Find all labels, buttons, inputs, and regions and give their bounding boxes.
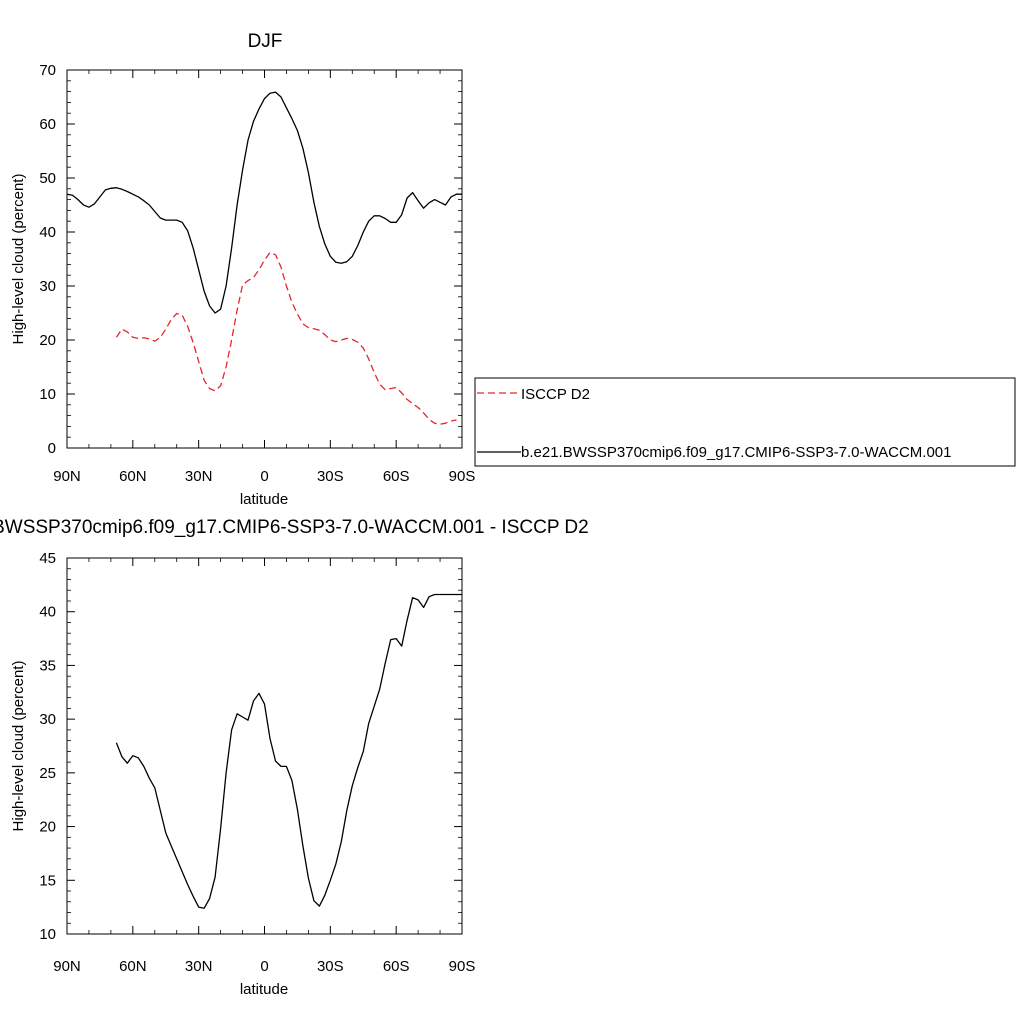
x-tick-labels: 90N 60N 30N 0 30S 60S 90S (53, 468, 475, 485)
y-tick-label: 50 (39, 170, 56, 187)
legend-label-model: b.e21.BWSSP370cmip6.f09_g17.CMIP6-SSP3-7… (521, 444, 951, 461)
x-tick-label: 90S (449, 468, 476, 485)
legend-box (474, 377, 1016, 467)
chart-title: DJF (248, 31, 283, 52)
y-axis-label: High-level cloud (percent) (10, 174, 27, 345)
x-tick-label: 60N (119, 958, 147, 975)
x-tick-label: 30S (317, 468, 344, 485)
y-tick-label: 20 (39, 332, 56, 349)
y-tick-label: 35 (39, 657, 56, 674)
y-tick-label: 40 (39, 224, 56, 241)
y-tick-label: 30 (39, 278, 56, 295)
y-tick-labels: 0 10 20 30 40 50 60 70 (39, 62, 56, 457)
y-tick-label: 45 (39, 550, 56, 567)
x-tick-label: 30N (185, 958, 213, 975)
y-tick-label: 10 (39, 386, 56, 403)
legend: ISCCP D2 b.e21.BWSSP370cmip6.f09_g17.CMI… (474, 377, 1016, 467)
x-tick-label: 60N (119, 468, 147, 485)
x-axis-label: latitude (240, 491, 288, 508)
tick-marks (66, 69, 463, 449)
y-axis-label: High-level cloud (percent) (10, 661, 27, 832)
y-tick-label: 70 (39, 62, 56, 79)
legend-label-isccp: ISCCP D2 (521, 386, 590, 403)
x-tick-labels: 90N 60N 30N 0 30S 60S 90S (53, 958, 475, 975)
x-tick-label: 90S (449, 958, 476, 975)
plot-frame (66, 557, 463, 935)
x-tick-label: 30N (185, 468, 213, 485)
y-tick-label: 20 (39, 819, 56, 836)
series-line-isccp (115, 251, 457, 425)
x-tick-label: 90N (53, 468, 81, 485)
tick-marks (66, 557, 463, 935)
chart-top: DJF 90N 60N 30N 0 30S 60S 90S 010203040506070 … (10, 31, 475, 508)
series-line-model (115, 593, 462, 909)
x-tick-label: 0 (260, 468, 268, 485)
x-tick-label: 0 (260, 958, 268, 975)
series-lines (115, 593, 462, 909)
x-tick-label: 60S (383, 958, 410, 975)
y-tick-label: 10 (39, 926, 56, 943)
series-line-model (66, 91, 462, 314)
y-tick-label: 40 (39, 604, 56, 621)
chart-bottom: b.e21.BWSSP370cmip6.f09_g17.CMIP6-SSP3-7… (0, 517, 589, 998)
y-tick-labels: 10 15 20 25 30 35 40 45 (39, 550, 56, 943)
y-tick-label: 60 (39, 116, 56, 133)
x-tick-label: 30S (317, 958, 344, 975)
x-tick-label: 60S (383, 468, 410, 485)
y-tick-label: 30 (39, 711, 56, 728)
x-tick-label: 90N (53, 958, 81, 975)
y-tick-label: 15 (39, 872, 56, 889)
y-tick-label: 25 (39, 765, 56, 782)
plot-frame (66, 69, 463, 449)
y-tick-label: 0 (48, 440, 56, 457)
series-lines (66, 91, 462, 425)
chart-title: b.e21.BWSSP370cmip6.f09_g17.CMIP6-SSP3-7… (0, 517, 589, 538)
x-axis-label: latitude (240, 981, 288, 998)
